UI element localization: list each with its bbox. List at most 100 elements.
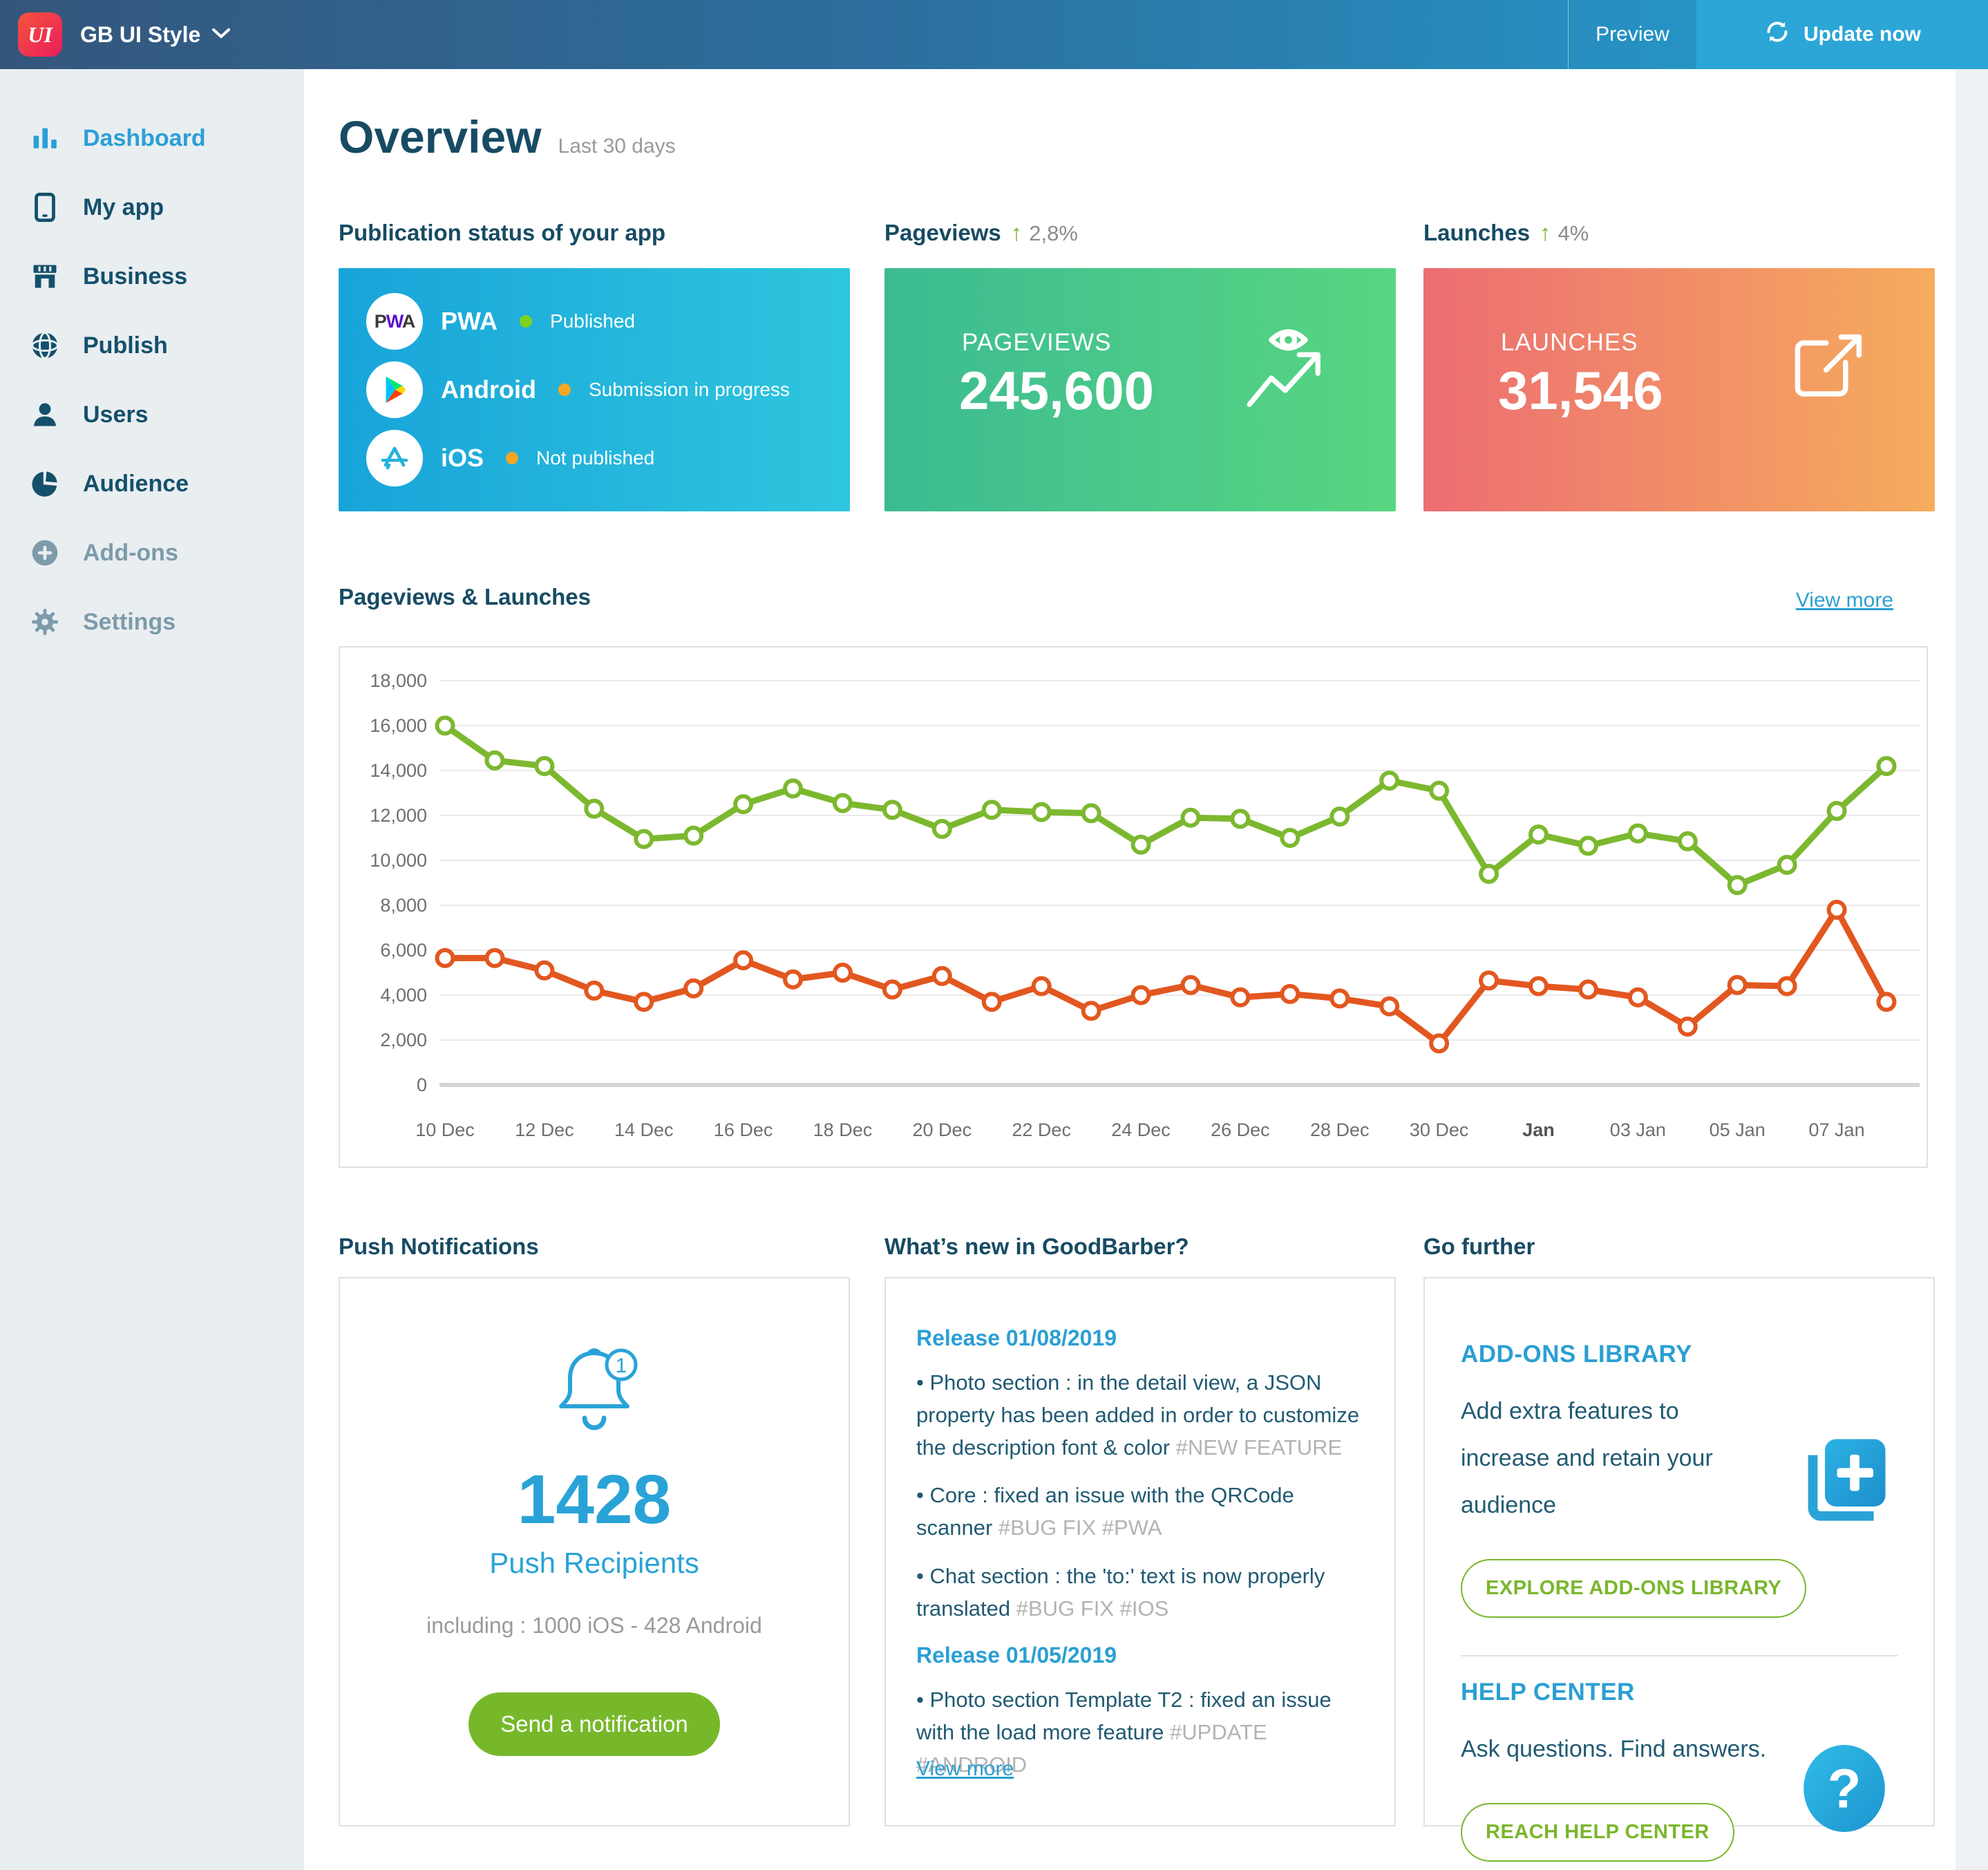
svg-text:05 Jan: 05 Jan (1710, 1120, 1765, 1140)
sidebar-item-users[interactable]: Users (0, 380, 304, 449)
explore-addons-button[interactable]: EXPLORE ADD-ONS LIBRARY (1461, 1559, 1807, 1618)
refresh-icon (1763, 18, 1791, 51)
pwa-logo-icon: PWA (374, 310, 415, 332)
svg-text:18 Dec: 18 Dec (813, 1120, 873, 1140)
chart-point (1578, 835, 1598, 856)
release-item: • Chat section : the 'to:' text is now p… (916, 1563, 1325, 1621)
release-tags: #NEW FEATURE (1175, 1435, 1343, 1460)
sidebar-item-add-ons[interactable]: Add-ons (0, 518, 304, 587)
release-item: • Photo section Template T2 : fixed an i… (916, 1687, 1332, 1777)
help-center-title: HELP CENTER (1461, 1679, 1635, 1706)
chart-point (1180, 974, 1201, 995)
sidebar-item-label: Add-ons (83, 539, 178, 566)
publication-row-pwa: PWA PWA Published (366, 293, 822, 350)
chart-point (981, 992, 1002, 1012)
sidebar-item-dashboard[interactable]: Dashboard (0, 104, 304, 173)
chevron-down-icon (211, 27, 231, 43)
gofurther-section-header: Go further (1423, 1234, 1535, 1259)
chart-point (1876, 992, 1897, 1012)
chart-point (1528, 824, 1549, 845)
app-logo-initials: UI (28, 21, 53, 47)
chart-point (931, 819, 952, 839)
chart-point (1727, 875, 1748, 896)
chart-view-more-link[interactable]: View more (1795, 589, 1893, 612)
chart-point (1777, 976, 1797, 997)
svg-text:10,000: 10,000 (370, 850, 427, 871)
pageviews-card: PAGEVIEWS 245,600 (884, 268, 1396, 511)
svg-text:03 Jan: 03 Jan (1610, 1120, 1666, 1140)
launches-card-value: 31,546 (1498, 360, 1663, 421)
sidebar-item-settings[interactable]: Settings (0, 587, 304, 657)
sidebar-item-business[interactable]: Business (0, 242, 304, 311)
sidebar-item-my-app[interactable]: My app (0, 173, 304, 242)
google-play-icon (386, 376, 406, 404)
launches-header: Launches ↑ 4% (1423, 220, 1589, 245)
app-name: GB UI Style (80, 21, 201, 47)
chart-point (1130, 985, 1151, 1005)
main-content: Overview Last 30 days Publication status… (304, 69, 1956, 1870)
svg-text:20 Dec: 20 Dec (913, 1120, 972, 1140)
app-logo: UI (18, 12, 62, 57)
svg-text:10 Dec: 10 Dec (415, 1120, 475, 1140)
svg-text:16 Dec: 16 Dec (714, 1120, 773, 1140)
phone-icon (29, 191, 61, 223)
chart-point (534, 960, 555, 981)
pageviews-delta: 2,8% (1029, 221, 1078, 245)
chart-point (1627, 823, 1648, 844)
bar-chart-icon (29, 122, 61, 154)
chart-point (1677, 831, 1698, 851)
update-now-button[interactable]: Update now (1696, 0, 1988, 69)
svg-text:4,000: 4,000 (380, 985, 427, 1005)
user-icon (29, 399, 61, 431)
svg-text:30 Dec: 30 Dec (1410, 1120, 1469, 1140)
chart-point (1826, 900, 1847, 920)
release-tags: #BUG FIX #PWA (998, 1515, 1162, 1540)
sidebar-item-audience[interactable]: Audience (0, 449, 304, 518)
pageviews-card-value: 245,600 (959, 360, 1154, 421)
sidebar-item-label: Publish (83, 332, 168, 359)
svg-text:26 Dec: 26 Dec (1211, 1120, 1270, 1140)
gear-icon (29, 606, 61, 638)
page-subtitle: Last 30 days (558, 135, 676, 158)
chart-point (1677, 1017, 1698, 1037)
addons-library-icon (1794, 1430, 1897, 1538)
publication-row-android: Android Submission in progress (366, 361, 822, 418)
bell-icon: 1 (536, 1334, 653, 1444)
chart-point (1130, 834, 1151, 855)
page-title-row: Overview Last 30 days (339, 111, 676, 163)
chart-point (1876, 756, 1897, 776)
svg-text:18,000: 18,000 (370, 670, 427, 691)
chart-point (484, 947, 505, 968)
status-dot (520, 315, 533, 328)
sidebar-item-publish[interactable]: Publish (0, 311, 304, 380)
platform-name: iOS (441, 443, 484, 472)
release-item: • Core : fixed an issue with the QRCode … (916, 1483, 1294, 1540)
chart-point (584, 798, 605, 819)
chart-point (1031, 976, 1052, 997)
publication-row-ios: iOS Not published (366, 429, 822, 487)
publication-status-card: PWA PWA Published Android Submission in prog… (339, 268, 850, 511)
sidebar-item-label: Settings (83, 608, 176, 635)
chart-point (1329, 806, 1350, 827)
whatsnew-section-header: What’s new in GoodBarber? (884, 1234, 1189, 1259)
svg-text:24 Dec: 24 Dec (1111, 1120, 1171, 1140)
chart-point (1826, 801, 1847, 821)
page-title: Overview (339, 111, 542, 162)
whatsnew-view-more-link[interactable]: View more (916, 1757, 1014, 1780)
chart-point (981, 800, 1002, 820)
pwa-platform-icon: PWA (366, 293, 423, 350)
topbar: UI GB UI Style Preview Update now (0, 0, 1988, 69)
chart-point (1578, 979, 1598, 1000)
chart-point (634, 829, 654, 849)
send-notification-button[interactable]: Send a notification (468, 1692, 720, 1756)
svg-text:?: ? (1828, 1757, 1862, 1819)
chart-section-header: Pageviews & Launches (339, 584, 591, 610)
reach-help-center-button[interactable]: REACH HELP CENTER (1461, 1803, 1734, 1862)
chart-point (484, 750, 505, 771)
app-selector[interactable]: GB UI Style (80, 22, 231, 48)
release-tags: #BUG FIX #IOS (1016, 1596, 1169, 1621)
chart-point (931, 965, 952, 986)
chart-point (783, 969, 804, 990)
svg-text:28 Dec: 28 Dec (1310, 1120, 1370, 1140)
preview-button[interactable]: Preview (1568, 0, 1696, 69)
